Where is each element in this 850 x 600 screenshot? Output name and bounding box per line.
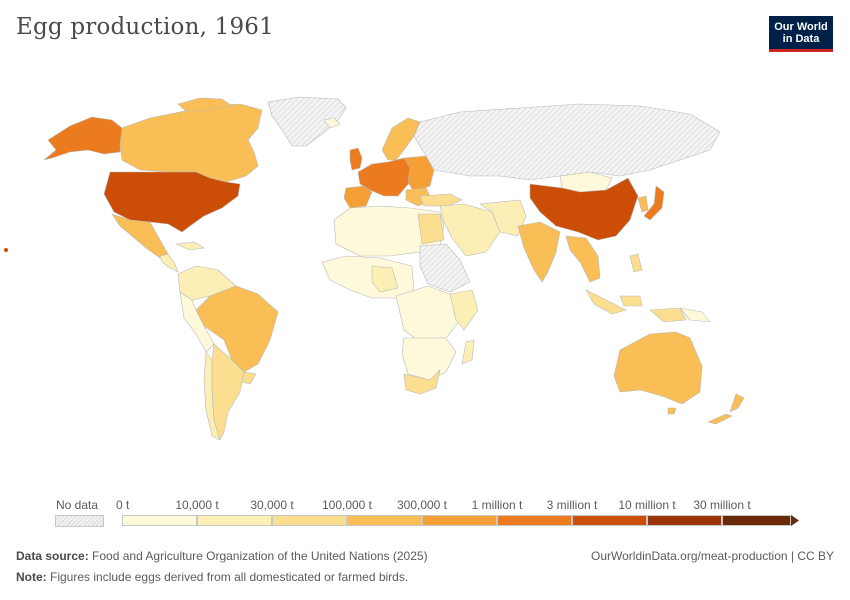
legend-bin-8[interactable] — [722, 515, 791, 526]
region-usa[interactable] — [103, 171, 241, 233]
region-egypt[interactable] — [417, 213, 445, 245]
footer-source: Data source: Food and Agriculture Organi… — [16, 549, 428, 563]
legend-tick-label: 100,000 t — [321, 498, 373, 512]
region-hawaii[interactable] — [4, 248, 8, 252]
legend-bin-3[interactable] — [347, 515, 422, 526]
region-west-africa[interactable] — [321, 255, 415, 299]
legend-tick-label: 300,000 t — [396, 498, 448, 512]
legend-bin-0[interactable] — [122, 515, 197, 526]
region-central-africa[interactable] — [395, 285, 461, 343]
region-uruguay[interactable] — [241, 371, 257, 385]
region-tasmania[interactable] — [667, 407, 677, 415]
logo-line-2: in Data — [782, 33, 820, 45]
footer-note: Note: Figures include eggs derived from … — [16, 570, 408, 584]
attribution-link[interactable]: OurWorldinData.org/meat-production | CC … — [591, 549, 834, 563]
legend-tick-label: 30 million t — [693, 498, 751, 512]
region-southern-africa[interactable] — [401, 337, 457, 381]
region-canada[interactable] — [119, 103, 263, 183]
region-iberia[interactable] — [343, 185, 373, 209]
world-map[interactable] — [0, 80, 850, 480]
color-legend: No data 0 t 10,000 t 30,000 t 100,000 t 300,… — [0, 495, 850, 535]
chart-title: Egg production, 1961 — [16, 14, 274, 40]
region-middle-east[interactable] — [439, 203, 501, 257]
region-southeast-asia[interactable] — [565, 235, 601, 283]
legend-bin-4[interactable] — [422, 515, 497, 526]
owid-logo[interactable]: Our World in Data — [769, 16, 833, 52]
legend-bin-5[interactable] — [497, 515, 572, 526]
logo-line-1: Our World — [774, 21, 828, 33]
note-text: Figures include eggs derived from all do… — [50, 570, 409, 584]
region-argentina[interactable] — [211, 343, 245, 441]
source-label: Data source: — [16, 549, 89, 563]
region-scandinavia[interactable] — [381, 117, 421, 161]
region-east-africa[interactable] — [449, 289, 479, 331]
region-iceland[interactable] — [323, 117, 341, 129]
region-philippines[interactable] — [629, 253, 643, 273]
region-australia[interactable] — [613, 331, 703, 405]
region-nigeria[interactable] — [371, 265, 399, 293]
region-japan[interactable] — [643, 185, 665, 221]
region-south-africa[interactable] — [403, 369, 441, 395]
region-papua[interactable] — [679, 307, 711, 323]
note-label: Note: — [16, 570, 47, 584]
region-central-america[interactable] — [159, 253, 179, 273]
legend-tick-label: 3 million t — [546, 498, 598, 512]
region-caribbean[interactable] — [175, 241, 205, 251]
region-madagascar[interactable] — [461, 339, 475, 365]
region-greenland[interactable] — [267, 96, 347, 147]
region-india[interactable] — [517, 221, 561, 283]
legend-bin-7[interactable] — [647, 515, 722, 526]
legend-bin-1[interactable] — [197, 515, 272, 526]
legend-tick-label: 10 million t — [618, 498, 676, 512]
region-sudan[interactable] — [419, 243, 471, 293]
legend-tick-label: 10,000 t — [175, 498, 219, 512]
region-uk[interactable] — [349, 147, 363, 171]
legend-bin-2[interactable] — [272, 515, 347, 526]
region-indonesia[interactable] — [585, 289, 687, 323]
legend-no-data-label: No data — [56, 498, 99, 512]
legend-arrow — [791, 515, 799, 526]
region-iran-pakistan[interactable] — [479, 199, 527, 237]
legend-bin-6[interactable] — [572, 515, 647, 526]
region-alaska[interactable] — [43, 116, 123, 161]
legend-tick-label: 1 million t — [471, 498, 523, 512]
region-arctic-islands[interactable] — [177, 97, 233, 112]
legend-tick-label: 0 t — [116, 498, 130, 512]
region-turkey[interactable] — [419, 193, 463, 207]
region-ussr[interactable] — [413, 103, 721, 181]
legend-tick-label: 30,000 t — [250, 498, 294, 512]
legend-no-data-swatch — [55, 515, 104, 527]
region-china[interactable] — [529, 177, 639, 241]
source-text: Food and Agriculture Organization of the… — [92, 549, 428, 563]
region-new-zealand[interactable] — [707, 393, 745, 425]
region-korea[interactable] — [637, 195, 649, 213]
